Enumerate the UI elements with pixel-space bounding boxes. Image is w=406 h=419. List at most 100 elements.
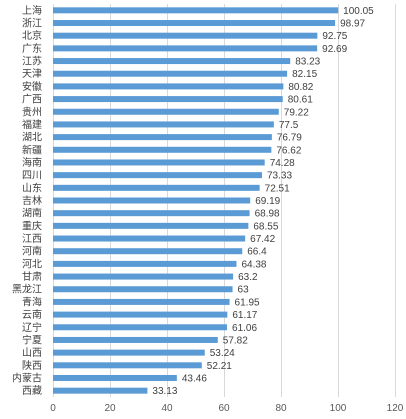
value-label-1: 98.97: [340, 19, 365, 30]
category-label-3: 广东: [22, 42, 42, 55]
value-label-0: 100.05: [343, 6, 374, 17]
category-label-6: 安徽: [22, 80, 42, 93]
category-label-24: 云南: [22, 308, 42, 321]
bar-14: [53, 184, 260, 191]
bar-16: [53, 210, 250, 217]
bar-15: [53, 197, 251, 204]
x-tick-100: 100: [330, 403, 347, 414]
bar-19: [53, 248, 243, 255]
category-label-26: 宁夏: [22, 333, 42, 346]
x-tick-labels: 0 20 40 60 80 100 120: [50, 403, 404, 414]
value-label-7: 80.61: [288, 95, 313, 106]
category-label-14: 山东: [22, 181, 42, 194]
value-label-26: 57.82: [223, 335, 248, 346]
bar-5: [53, 70, 288, 77]
value-label-30: 33.13: [152, 386, 177, 397]
category-label-4: 江苏: [22, 55, 42, 68]
value-label-3: 92.69: [322, 44, 347, 55]
value-label-8: 79.22: [284, 107, 309, 118]
bar-7: [53, 96, 283, 103]
value-label-21: 63.2: [238, 272, 258, 283]
value-label-16: 68.98: [255, 209, 280, 220]
category-label-5: 天津: [22, 68, 42, 80]
category-label-2: 北京: [22, 29, 42, 42]
category-label-11: 新疆: [22, 143, 42, 156]
bar-18: [53, 235, 246, 242]
category-label-27: 山西: [22, 347, 42, 359]
bar-24: [53, 311, 228, 318]
bar-2: [53, 32, 318, 39]
value-label-23: 61.95: [235, 297, 260, 308]
category-label-29: 内蒙古: [12, 371, 42, 384]
bar-28: [53, 362, 202, 369]
value-label-28: 52.21: [207, 361, 232, 372]
x-tick-40: 40: [161, 403, 173, 414]
value-label-11: 76.62: [276, 145, 301, 156]
x-tick-120: 120: [387, 403, 404, 414]
bar-30: [53, 387, 148, 394]
value-label-17: 68.55: [253, 221, 278, 232]
bar-0: [53, 7, 339, 14]
bar-1: [53, 20, 336, 27]
bar-26: [53, 336, 218, 343]
category-label-25: 辽宁: [22, 321, 42, 334]
value-label-27: 53.24: [210, 348, 235, 359]
bar-4: [53, 58, 291, 65]
bar-10: [53, 134, 272, 141]
bar-11: [53, 146, 272, 153]
value-label-12: 74.28: [270, 158, 295, 169]
value-label-14: 72.51: [265, 183, 290, 194]
category-label-21: 甘肃: [22, 270, 42, 283]
category-label-28: 陕西: [22, 359, 42, 372]
bar-3: [53, 45, 318, 52]
bar-29: [53, 374, 177, 381]
bar-6: [53, 83, 284, 90]
category-label-10: 湖北: [22, 132, 42, 144]
bar-25: [53, 324, 228, 331]
value-label-5: 82.15: [292, 69, 317, 80]
x-tick-20: 20: [104, 403, 116, 414]
value-label-25: 61.06: [232, 323, 257, 334]
category-label-19: 河南: [22, 245, 42, 258]
bar-20: [53, 260, 237, 267]
category-label-7: 广西: [22, 94, 42, 106]
category-label-18: 江西: [22, 233, 42, 245]
bar-9: [53, 121, 274, 128]
value-label-22: 63: [238, 285, 250, 296]
value-label-2: 92.75: [322, 31, 347, 42]
bar-22: [53, 286, 233, 293]
bar-12: [53, 159, 265, 166]
category-label-0: 上海: [22, 4, 42, 17]
category-label-20: 河北: [22, 258, 42, 270]
category-label-22: 黑龙江: [12, 283, 42, 296]
value-label-15: 69.19: [255, 196, 280, 207]
category-label-12: 海南: [22, 156, 42, 169]
bar-27: [53, 349, 205, 356]
bar-21: [53, 273, 234, 280]
value-label-19: 66.4: [247, 247, 267, 258]
category-label-15: 吉林: [22, 194, 42, 207]
value-label-4: 83.23: [295, 57, 320, 68]
bar-13: [53, 172, 262, 179]
value-label-18: 67.42: [250, 234, 275, 245]
bar-8: [53, 108, 279, 115]
value-label-13: 73.33: [267, 171, 292, 182]
value-label-9: 77.5: [279, 120, 299, 131]
value-label-6: 80.82: [288, 82, 313, 93]
category-label-30: 西藏: [22, 385, 42, 397]
category-label-16: 湖南: [22, 207, 42, 220]
category-labels: 上海浙江北京广东江苏天津安徽广西贵州福建湖北新疆海南四川山东吉林湖南重庆江西河南…: [12, 4, 42, 397]
category-label-8: 贵州: [22, 105, 42, 118]
x-tick-0: 0: [50, 403, 56, 414]
bars: [53, 7, 339, 394]
x-tick-80: 80: [275, 403, 287, 414]
value-label-29: 43.46: [182, 373, 207, 384]
category-label-9: 福建: [22, 118, 42, 131]
x-tick-60: 60: [218, 403, 230, 414]
value-label-24: 61.17: [232, 310, 257, 321]
category-label-1: 浙江: [22, 18, 42, 30]
value-label-10: 76.79: [277, 133, 302, 144]
bar-23: [53, 298, 230, 305]
